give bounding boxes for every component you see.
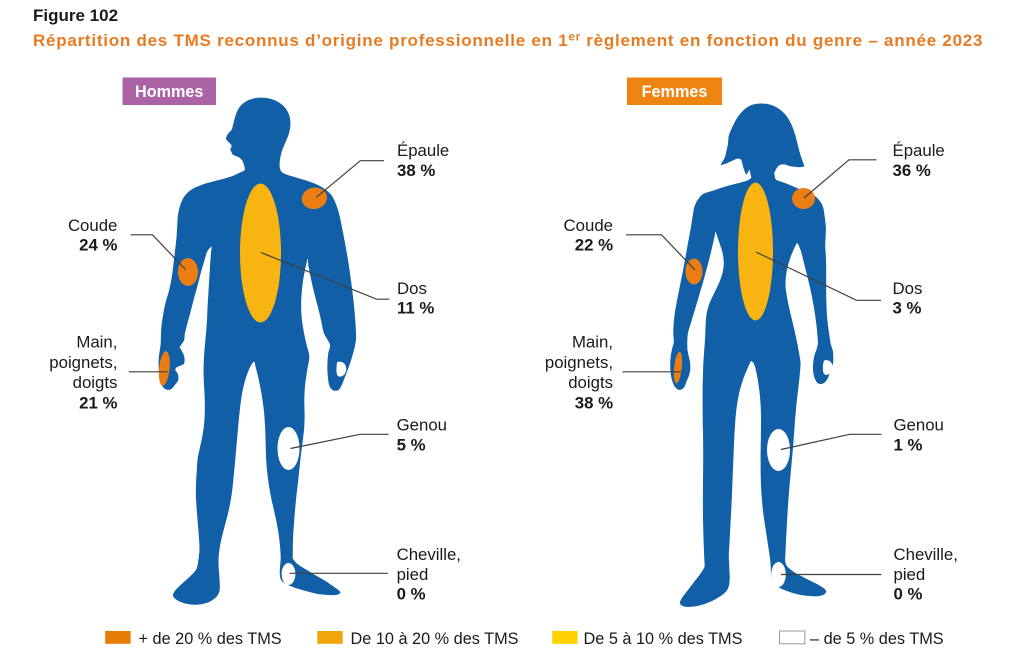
svg-text:0 %: 0 % (894, 585, 923, 604)
svg-text:Cheville,: Cheville, (894, 545, 958, 564)
svg-text:Épaule: Épaule (893, 141, 945, 160)
svg-text:Répartition des TMS reconnus d: Répartition des TMS reconnus d’origine p… (33, 31, 983, 50)
svg-text:Main,: Main, (572, 333, 613, 352)
svg-text:5 %: 5 % (397, 436, 426, 455)
svg-text:24 %: 24 % (79, 235, 117, 254)
svg-text:Coude: Coude (564, 216, 613, 235)
svg-text:Cheville,: Cheville, (397, 545, 461, 564)
svg-text:0 %: 0 % (397, 585, 426, 604)
svg-text:poignets,: poignets, (49, 353, 117, 372)
svg-text:21 %: 21 % (79, 394, 117, 413)
svg-text:poignets,: poignets, (545, 353, 613, 372)
svg-text:Hommes: Hommes (135, 83, 203, 101)
svg-text:38 %: 38 % (397, 161, 435, 180)
svg-text:Dos: Dos (397, 279, 427, 298)
svg-text:Figure 102: Figure 102 (33, 6, 118, 25)
svg-text:+ de 20 % des TMS: + de 20 % des TMS (139, 630, 282, 648)
svg-text:Coude: Coude (68, 216, 117, 235)
svg-text:Genou: Genou (397, 415, 447, 434)
svg-text:doigts: doigts (568, 373, 613, 392)
svg-text:doigts: doigts (73, 373, 118, 392)
svg-text:Femmes: Femmes (642, 83, 708, 101)
svg-text:De 5 à 10 % des TMS: De 5 à 10 % des TMS (584, 630, 743, 648)
svg-text:– de 5 % des TMS: – de 5 % des TMS (810, 630, 944, 648)
svg-text:1 %: 1 % (894, 436, 923, 455)
svg-text:36 %: 36 % (893, 161, 931, 180)
svg-text:22 %: 22 % (575, 235, 613, 254)
svg-text:De 10 à 20 % des TMS: De 10 à 20 % des TMS (351, 630, 519, 648)
svg-text:pied: pied (397, 565, 429, 584)
svg-text:3 %: 3 % (893, 299, 922, 318)
svg-text:Épaule: Épaule (397, 141, 449, 160)
svg-text:38 %: 38 % (575, 394, 613, 413)
svg-text:11 %: 11 % (397, 299, 434, 318)
svg-text:pied: pied (894, 565, 926, 584)
svg-text:Genou: Genou (894, 415, 944, 434)
svg-text:Main,: Main, (76, 333, 117, 352)
svg-text:Dos: Dos (893, 279, 923, 298)
